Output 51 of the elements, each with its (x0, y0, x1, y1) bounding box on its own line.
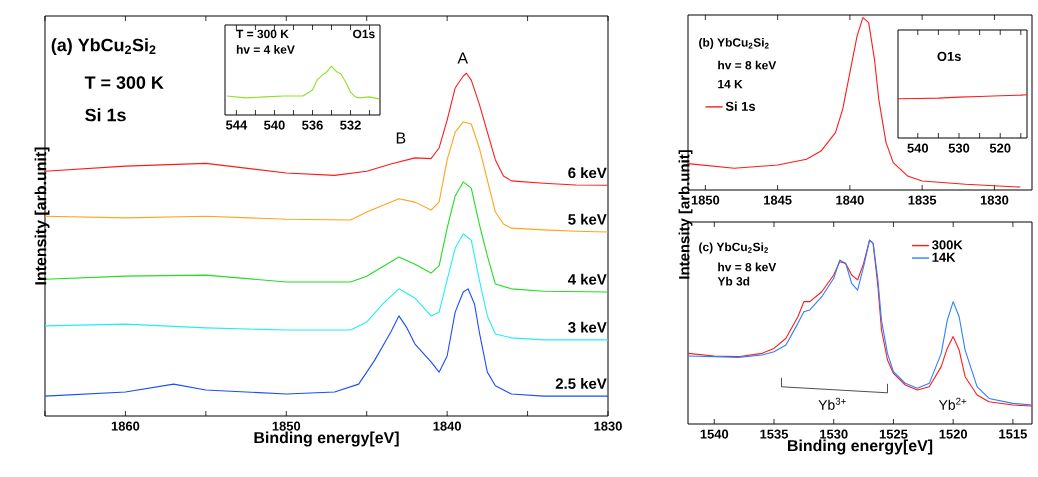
text: O1s (353, 29, 375, 39)
x-tick-label: 536 (302, 120, 323, 130)
x-tick-label: 1515 (999, 429, 1027, 439)
x-tick-label: 520 (989, 143, 1011, 153)
annotation: hv = 8 keV (718, 262, 777, 272)
x-tick-label: 1540 (700, 429, 729, 439)
annotation: Yb$^{2+}$ (938, 397, 967, 410)
x-tick-label: 540 (907, 143, 929, 153)
text: hv = 4 keV (236, 45, 295, 54)
x-tick-label: 1860 (111, 421, 140, 431)
x-tick-label: 1830 (594, 421, 622, 431)
annotation: 14 K (718, 79, 743, 89)
y-axis-title: Intensity [arb.unit] (34, 147, 50, 285)
x-tick-label: 1840 (836, 195, 864, 205)
text: (b) YbCu$_{2}$Si$_{2}$ (699, 37, 769, 50)
annotation: T = 300 K (84, 76, 164, 89)
annotation: Yb$^{3+}$ (818, 397, 846, 410)
x-tick-label: 532 (340, 120, 361, 130)
series-label: 2.5 keV (555, 377, 607, 389)
x-tick-label: 1835 (908, 195, 937, 205)
series-label: 5 keV (568, 213, 607, 225)
chart-title: (c) YbCu$_{2}$Si$_{2}$ (699, 242, 769, 254)
x-tick-label: 540 (264, 120, 285, 130)
x-tick-label: 1830 (980, 195, 1009, 205)
x-tick-label: 1535 (760, 429, 789, 439)
x-tick-label: 1525 (879, 429, 908, 439)
x-tick-label: 1845 (764, 195, 792, 205)
x-tick-label: 1850 (272, 421, 301, 431)
x-axis-title: Binding energy[eV] (254, 431, 399, 447)
legend-label: 300K (932, 240, 963, 250)
text: T = 300 K (236, 29, 289, 39)
x-axis-title: Binding energy[eV] (788, 439, 933, 455)
series-label: 3 keV (568, 321, 607, 333)
annotation: Si 1s (85, 108, 126, 122)
text: A (457, 52, 469, 64)
annotation: O1s (937, 51, 961, 61)
series-label: 4 keV (567, 273, 607, 285)
x-tick-label: 1850 (691, 195, 720, 205)
y-axis-title: Intensity [arb.unit] (678, 150, 693, 279)
annotation: B (396, 132, 406, 144)
chart-title: (a) YbCu$_{2}$Si$_{2}$ (51, 38, 156, 55)
series-label: 6 keV (568, 167, 607, 179)
x-tick-label: 1530 (820, 429, 848, 439)
x-tick-label: 544 (226, 120, 248, 130)
legend-label: 14K (932, 252, 956, 262)
x-tick-label: 530 (948, 143, 970, 153)
x-tick-label: 1520 (939, 429, 968, 439)
legend-label: Si 1s (725, 101, 756, 111)
annotation: hv = 8 keV (718, 60, 777, 70)
annotation: Yb 3d (717, 276, 750, 286)
x-tick-label: 1840 (433, 421, 462, 431)
